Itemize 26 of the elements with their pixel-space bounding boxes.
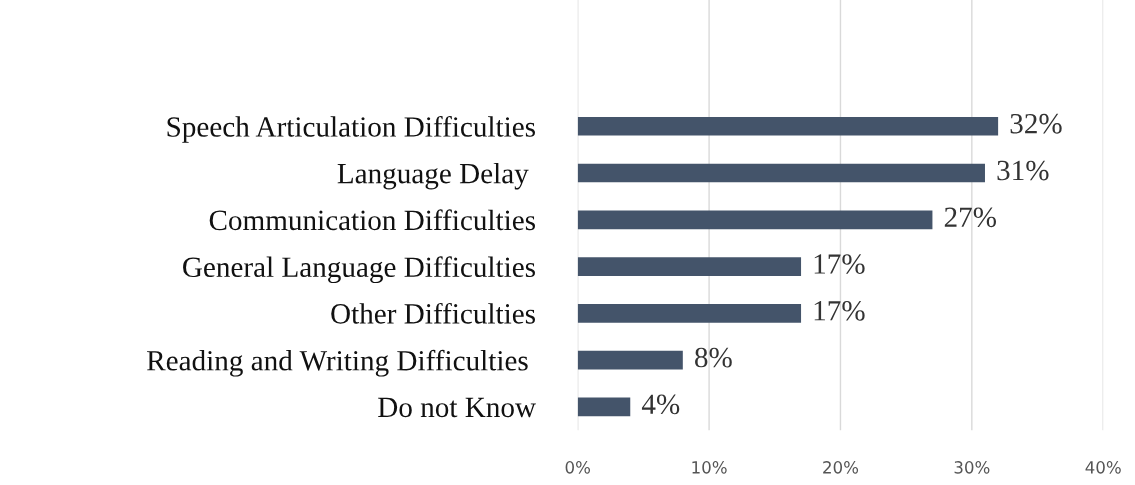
x-tick-label: 20% [823, 461, 859, 474]
data-label: 31% [997, 160, 1049, 181]
bar [577, 116, 999, 136]
y-tick-label: Do not Know [378, 397, 536, 418]
bar [577, 397, 631, 417]
data-label: 17% [814, 254, 865, 274]
y-tick-label: Communication Difficulties [209, 209, 535, 231]
y-tick-label: Language Delay [337, 162, 529, 190]
bar [577, 210, 933, 230]
bar [577, 303, 802, 323]
x-tick-label: 30% [954, 461, 990, 474]
x-tick-label: 0% [565, 461, 591, 474]
y-tick-label: Speech Articulation Difficulties [167, 115, 535, 143]
bar [577, 257, 802, 276]
bar [577, 350, 683, 370]
data-label: 27% [944, 207, 997, 228]
y-tick-label: General Language Difficulties [183, 256, 535, 284]
data-label: 17% [814, 300, 865, 321]
data-label: 4% [641, 394, 680, 415]
data-label: 32% [1010, 113, 1062, 134]
y-tick-label: Other Difficulties [331, 302, 535, 324]
bar [577, 163, 985, 183]
y-tick-label: Reading and Writing Difficulties [147, 349, 528, 377]
x-tick-label: 10% [692, 461, 727, 474]
x-tick-label: 40% [1085, 461, 1121, 474]
data-label: 8% [695, 347, 732, 368]
